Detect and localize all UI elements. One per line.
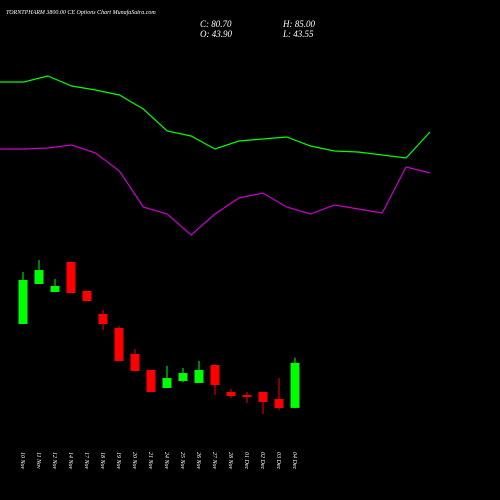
x-tick-label: 14 Nov xyxy=(67,452,74,470)
x-tick-label: 01 Dec xyxy=(243,452,249,469)
x-tick-label: 24 Nov xyxy=(163,452,170,470)
stat-low: L: 43.55 xyxy=(282,29,314,39)
candle-body xyxy=(290,362,300,408)
x-tick-label: 21 Nov xyxy=(147,452,153,470)
candle-body xyxy=(98,313,108,324)
indicator-line xyxy=(0,75,431,159)
stat-high: H: 85.00 xyxy=(282,19,315,29)
candle-body xyxy=(162,378,172,388)
x-tick-label: 11 Nov xyxy=(35,452,41,469)
x-tick-label: 02 Dec xyxy=(259,452,265,469)
candle-body xyxy=(18,279,28,324)
x-tick-label: 28 Nov xyxy=(227,452,233,470)
candle-body xyxy=(66,261,76,294)
candle-body xyxy=(146,369,156,392)
x-tick-label: 25 Nov xyxy=(179,452,185,470)
x-tick-label: 27 Nov xyxy=(211,452,217,470)
x-tick-label: 04 Dec xyxy=(291,452,298,469)
candle-body xyxy=(258,391,268,403)
stat-close: C: 80.70 xyxy=(200,19,232,29)
candle-body xyxy=(194,369,204,383)
x-tick-label: 18 Nov xyxy=(99,452,105,470)
x-tick-label: 19 Nov xyxy=(115,452,121,470)
x-tick-label: 17 Nov xyxy=(83,452,89,470)
chart-title: TORNTPHARM 3800.00 CE Options Chart Muna… xyxy=(6,9,156,16)
candle-body xyxy=(210,364,220,386)
candle-body xyxy=(114,328,124,362)
candle-body xyxy=(178,373,188,381)
candle-body xyxy=(242,395,252,398)
x-tick-label: 20 Nov xyxy=(131,452,137,470)
candle-body xyxy=(274,398,284,409)
stat-open: O: 43.90 xyxy=(200,29,232,39)
indicator-line xyxy=(0,144,431,236)
candle-body xyxy=(226,391,236,397)
x-tick-label: 03 Dec xyxy=(275,452,281,469)
x-tick-label: 26 Nov xyxy=(195,452,201,470)
candle-body xyxy=(82,290,92,301)
candle-body xyxy=(130,353,140,371)
x-tick-label: 10 Nov xyxy=(19,452,25,470)
x-tick-label: 12 Nov xyxy=(51,452,57,470)
candle-body xyxy=(50,285,60,292)
candle-body xyxy=(34,270,44,284)
